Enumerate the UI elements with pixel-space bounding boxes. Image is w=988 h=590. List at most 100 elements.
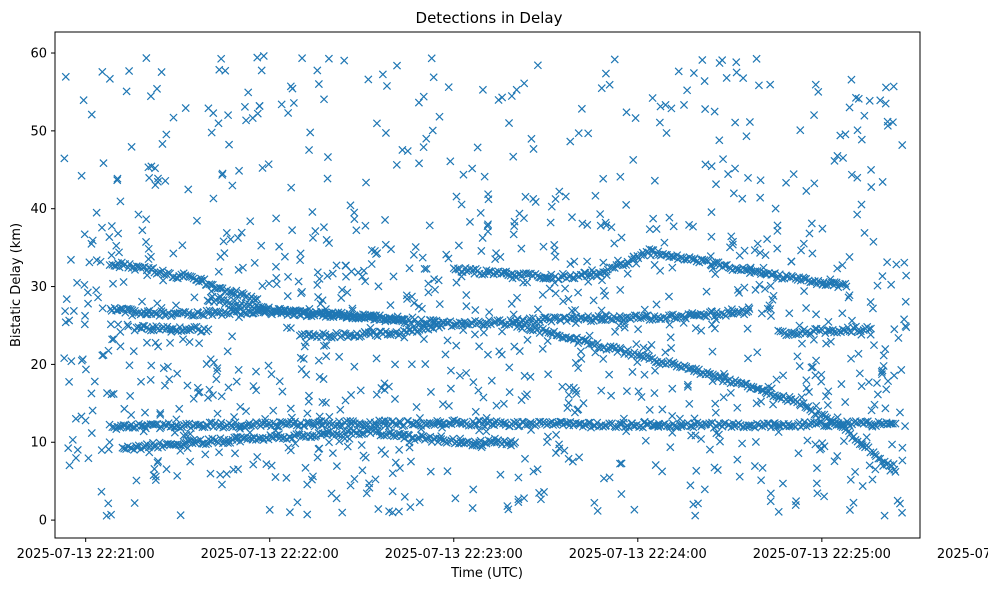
- data-point-clutter: [127, 142, 136, 151]
- data-point-clutter: [288, 84, 297, 93]
- data-point-clutter: [504, 505, 513, 514]
- data-point-track-a: [309, 420, 318, 429]
- data-point-clutter: [558, 382, 567, 391]
- data-point-clutter: [476, 441, 485, 450]
- data-point-clutter: [146, 375, 155, 384]
- data-point-clutter: [315, 444, 324, 453]
- chart-title: Detections in Delay: [416, 9, 563, 27]
- data-point-clutter: [773, 244, 782, 253]
- data-point-clutter: [769, 291, 778, 300]
- data-point-clutter: [372, 390, 381, 399]
- data-point-clutter: [424, 279, 433, 288]
- data-point-clutter: [758, 463, 767, 472]
- data-point-clutter: [571, 319, 580, 328]
- data-point-clutter: [452, 341, 461, 350]
- data-point-clutter: [866, 330, 875, 339]
- data-point-clutter: [901, 422, 910, 431]
- data-point-track-a: [551, 420, 560, 429]
- data-point-clutter: [457, 272, 466, 281]
- data-point-clutter: [380, 379, 389, 388]
- data-point-clutter: [162, 130, 171, 139]
- data-point-clutter: [898, 141, 907, 150]
- data-point-clutter: [755, 280, 764, 289]
- data-point-clutter: [144, 163, 153, 172]
- data-point-clutter: [812, 479, 821, 488]
- data-point-clutter: [167, 327, 176, 336]
- data-point-clutter: [92, 208, 101, 217]
- data-point-track-j: [776, 327, 785, 336]
- data-point-clutter: [533, 305, 542, 314]
- data-point-clutter: [886, 466, 895, 475]
- data-point-track-b: [480, 438, 489, 447]
- data-point-clutter: [367, 260, 376, 269]
- data-point-track-a: [247, 421, 256, 430]
- data-point-clutter: [773, 226, 782, 235]
- data-point-clutter: [855, 369, 864, 378]
- data-point-track-a: [194, 420, 204, 430]
- data-point-track-b: [380, 431, 389, 440]
- data-point-clutter: [83, 288, 92, 297]
- data-point-track-i: [726, 379, 735, 388]
- data-point-clutter: [551, 289, 560, 298]
- data-point-clutter: [374, 282, 383, 291]
- data-point-clutter: [203, 393, 213, 402]
- data-point-clutter: [529, 467, 538, 476]
- data-point-clutter: [153, 299, 162, 308]
- data-point-clutter: [80, 280, 89, 289]
- data-point-clutter: [234, 265, 243, 274]
- data-point-clutter: [868, 422, 877, 431]
- data-point-clutter: [228, 332, 237, 341]
- data-point-clutter: [506, 441, 515, 450]
- data-point-clutter: [415, 159, 424, 168]
- data-point-clutter: [865, 461, 874, 470]
- data-point-track-a: [753, 419, 762, 428]
- data-point-clutter: [860, 111, 869, 120]
- data-point-clutter: [517, 244, 526, 253]
- data-point-clutter: [205, 297, 214, 306]
- data-point-clutter: [803, 436, 812, 445]
- data-point-clutter: [132, 476, 141, 485]
- data-point-clutter: [802, 384, 811, 393]
- data-point-track-i: [817, 410, 826, 419]
- data-point-clutter: [697, 434, 706, 444]
- data-point-clutter: [96, 257, 105, 266]
- data-point-clutter: [722, 73, 731, 82]
- data-point-track-i: [645, 355, 654, 364]
- data-point-clutter: [319, 223, 328, 232]
- data-point-clutter: [668, 428, 677, 437]
- data-point-clutter: [73, 278, 82, 287]
- data-point-clutter: [805, 229, 814, 238]
- data-point-track-a: [292, 421, 301, 430]
- data-point-track-i: [820, 410, 829, 419]
- data-point-clutter: [126, 391, 135, 400]
- data-point-clutter: [222, 228, 231, 237]
- data-point-clutter: [186, 457, 195, 466]
- data-point-track-b: [459, 439, 468, 448]
- data-point-clutter: [262, 460, 271, 469]
- data-point-track-g: [388, 329, 397, 338]
- data-point-clutter: [414, 302, 423, 311]
- data-point-clutter: [454, 241, 463, 250]
- y-axis: 0 10 20 30 40 50 60: [30, 47, 55, 529]
- data-point-clutter: [65, 377, 74, 386]
- data-point-clutter: [478, 233, 487, 242]
- data-point-clutter: [599, 258, 608, 267]
- data-point-clutter: [605, 473, 614, 482]
- data-point-clutter: [794, 449, 803, 458]
- data-point-clutter: [407, 292, 416, 301]
- data-point-track-g: [297, 330, 306, 339]
- data-point-clutter: [283, 292, 292, 301]
- data-point-track-c: [208, 280, 217, 289]
- data-point-clutter: [667, 104, 676, 113]
- data-point-clutter: [298, 54, 307, 63]
- data-point-clutter: [140, 408, 150, 417]
- data-point-clutter: [489, 270, 498, 279]
- data-point-clutter: [708, 347, 717, 356]
- data-point-track-a: [430, 420, 439, 430]
- data-point-clutter: [536, 495, 545, 504]
- data-point-clutter: [84, 299, 93, 308]
- data-point-clutter: [514, 498, 523, 507]
- data-point-clutter: [650, 176, 659, 185]
- data-point-clutter: [209, 358, 218, 367]
- data-point-clutter: [839, 153, 848, 162]
